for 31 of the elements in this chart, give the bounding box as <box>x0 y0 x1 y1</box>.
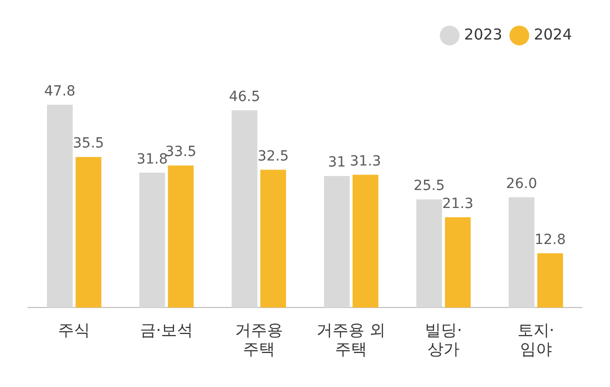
data-label: 47.8 <box>44 83 76 100</box>
x-tick-label: 주식 <box>58 320 90 340</box>
data-label: 46.5 <box>228 88 260 105</box>
bar <box>232 110 258 308</box>
x-tick-label: 빌딩· 상가 <box>424 320 462 359</box>
bar <box>324 176 350 308</box>
data-label: 31 <box>328 154 346 171</box>
data-label: 35.5 <box>72 136 104 152</box>
data-label: 21.3 <box>442 196 474 212</box>
bar <box>352 174 378 308</box>
bar <box>508 197 534 308</box>
x-tick-label: 거주용 외 주택 <box>316 320 386 359</box>
bar <box>260 170 286 308</box>
x-tick-label: 거주용 주택 <box>234 320 283 359</box>
legend-label: 2023 <box>464 25 502 44</box>
data-label: 31.3 <box>350 153 382 170</box>
bar <box>76 156 102 308</box>
x-tick-label: 토지· 임야 <box>517 320 554 359</box>
bar <box>139 172 166 308</box>
legend-label: 2024 <box>534 25 572 44</box>
data-label: 32.5 <box>258 148 289 164</box>
bar <box>444 217 471 308</box>
bar <box>46 104 73 308</box>
bar <box>416 199 442 308</box>
data-label: 12.8 <box>534 232 566 248</box>
data-label: 26.0 <box>506 176 538 192</box>
bar <box>537 253 564 308</box>
bar <box>168 165 194 308</box>
data-label: 31.8 <box>136 151 168 168</box>
data-label: 25.5 <box>414 178 445 194</box>
x-tick-label: 금·보석 <box>140 320 194 340</box>
